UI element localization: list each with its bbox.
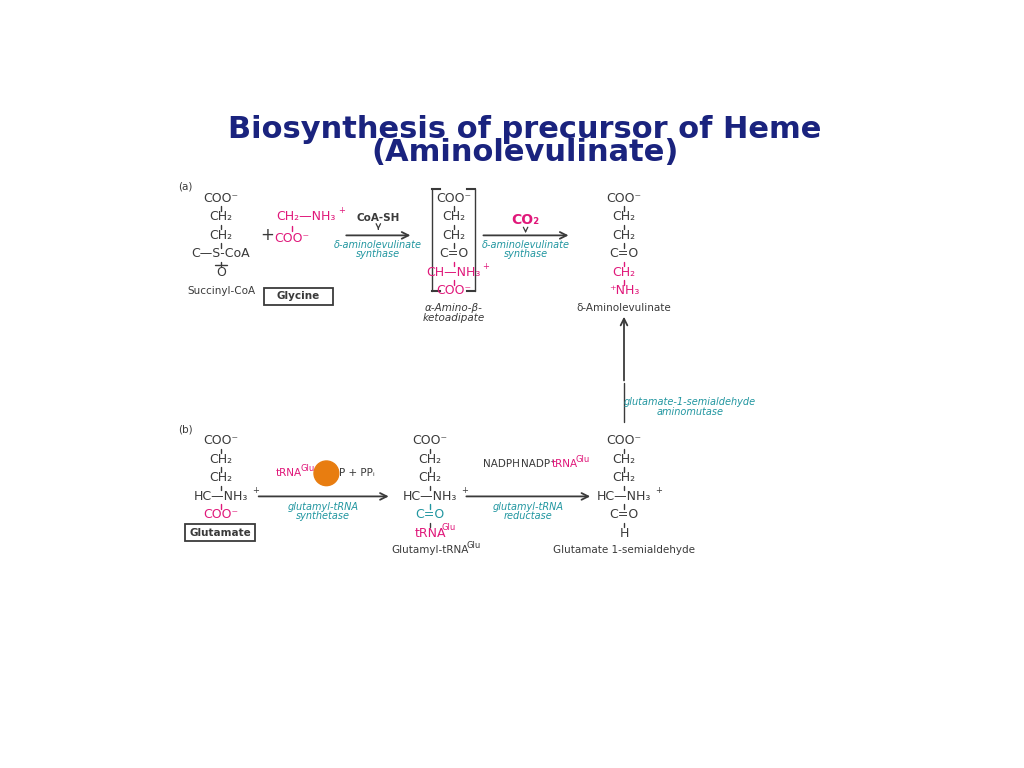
Text: ketoadipate: ketoadipate (422, 313, 484, 323)
Text: Biosynthesis of precursor of Heme: Biosynthesis of precursor of Heme (228, 114, 821, 144)
Text: COO⁻: COO⁻ (204, 192, 239, 205)
Text: CH₂: CH₂ (210, 210, 232, 223)
Text: (a): (a) (178, 182, 193, 192)
Circle shape (314, 461, 339, 485)
Text: glutamyl-tRNA: glutamyl-tRNA (493, 502, 563, 512)
Text: ATP: ATP (316, 468, 336, 478)
Text: C=O: C=O (609, 508, 639, 521)
Text: H: H (620, 527, 629, 540)
Text: tRNA: tRNA (415, 527, 446, 540)
Text: CO₂: CO₂ (512, 213, 540, 227)
Text: ⁺NH₃: ⁺NH₃ (609, 284, 639, 297)
Text: synthetase: synthetase (296, 511, 350, 521)
Text: Glu: Glu (575, 455, 590, 464)
Text: CH—NH₃: CH—NH₃ (426, 266, 480, 279)
Text: HC—NH₃: HC—NH₃ (597, 490, 651, 503)
Text: CH₂: CH₂ (210, 229, 232, 242)
Text: +: + (339, 207, 345, 215)
Text: glutamyl-tRNA: glutamyl-tRNA (288, 502, 358, 512)
Text: COO⁻: COO⁻ (274, 232, 310, 245)
Text: tRNA: tRNA (276, 468, 302, 478)
Text: Glutamate: Glutamate (189, 528, 251, 538)
Text: (Aminolevulinate): (Aminolevulinate) (371, 137, 679, 167)
Text: COO⁻: COO⁻ (413, 435, 447, 448)
Text: HC—NH₃: HC—NH₃ (194, 490, 248, 503)
Text: CH₂—NH₃: CH₂—NH₃ (276, 210, 336, 223)
Text: C=O: C=O (439, 247, 468, 260)
Text: aminomutase: aminomutase (656, 408, 723, 418)
Text: C=O: C=O (609, 247, 639, 260)
Text: reductase: reductase (504, 511, 552, 521)
Text: CH₂: CH₂ (419, 472, 441, 485)
Text: C—S-CoA: C—S-CoA (191, 247, 250, 260)
Text: COO⁻: COO⁻ (436, 192, 471, 205)
Text: (b): (b) (178, 425, 193, 435)
Text: AMP + PPᵢ: AMP + PPᵢ (323, 468, 375, 478)
Text: CH₂: CH₂ (419, 453, 441, 466)
Text: COO⁻: COO⁻ (606, 435, 642, 448)
Text: Glutamyl-tRNA: Glutamyl-tRNA (391, 545, 469, 555)
Text: CH₂: CH₂ (210, 472, 232, 485)
Text: Glycine: Glycine (276, 291, 321, 301)
Text: CH₂: CH₂ (612, 266, 636, 279)
Text: CH₂: CH₂ (612, 210, 636, 223)
Text: Succinyl-CoA: Succinyl-CoA (187, 286, 255, 296)
Text: NADPH: NADPH (483, 459, 520, 469)
Text: α-Amino-β-: α-Amino-β- (425, 303, 482, 313)
Text: CoA-SH: CoA-SH (356, 214, 400, 223)
Text: COO⁻: COO⁻ (606, 192, 642, 205)
Text: O: O (216, 266, 226, 279)
Text: CH₂: CH₂ (442, 210, 465, 223)
Text: HC—NH₃: HC—NH₃ (403, 490, 458, 503)
Text: glutamate-1-semialdehyde: glutamate-1-semialdehyde (624, 398, 756, 408)
Bar (263, 288, 334, 305)
Text: +: + (654, 485, 662, 495)
Text: tRNA: tRNA (551, 459, 578, 469)
Text: Glu: Glu (467, 541, 481, 550)
Text: CH₂: CH₂ (442, 229, 465, 242)
Text: CH₂: CH₂ (612, 453, 636, 466)
Text: +: + (482, 262, 489, 270)
Text: δ-aminolevulinate: δ-aminolevulinate (334, 240, 422, 250)
Text: CH₂: CH₂ (210, 453, 232, 466)
Text: CH₂: CH₂ (612, 229, 636, 242)
Text: synthase: synthase (504, 249, 548, 259)
Text: Glutamate 1-semialdehyde: Glutamate 1-semialdehyde (553, 545, 695, 555)
Text: synthase: synthase (356, 249, 400, 259)
Text: Glu: Glu (441, 524, 456, 532)
Text: C=O: C=O (416, 508, 444, 521)
Text: CH₂: CH₂ (612, 472, 636, 485)
Text: COO⁻: COO⁻ (204, 508, 239, 521)
Text: COO⁻: COO⁻ (204, 435, 239, 448)
Text: +: + (252, 485, 258, 495)
Text: COO⁻: COO⁻ (436, 284, 471, 297)
Text: NADP⁺: NADP⁺ (521, 459, 556, 469)
Text: +: + (260, 227, 274, 244)
Text: δ-aminolevulinate: δ-aminolevulinate (481, 240, 569, 250)
Text: Glu: Glu (301, 464, 315, 473)
Text: +: + (461, 485, 468, 495)
Text: δ-Aminolevulinate: δ-Aminolevulinate (577, 303, 672, 313)
Bar (185, 524, 255, 541)
